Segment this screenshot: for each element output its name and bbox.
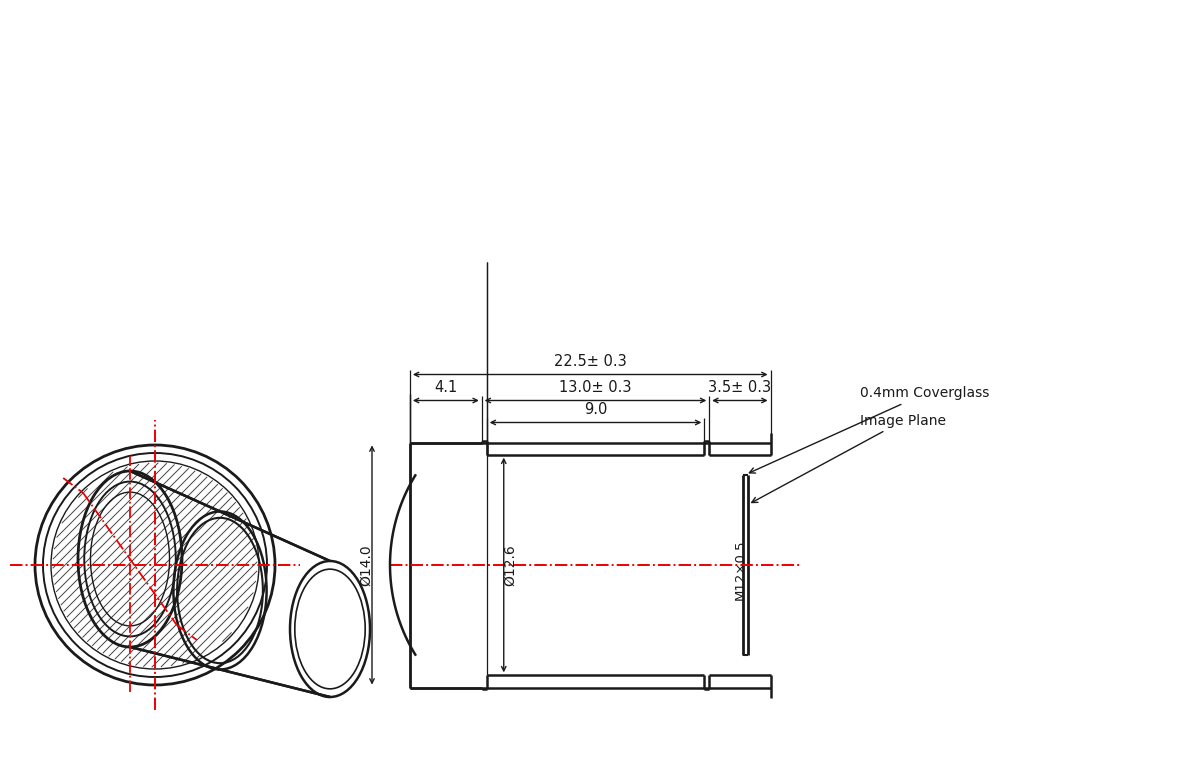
Text: 3.5± 0.3: 3.5± 0.3 bbox=[708, 380, 772, 396]
Text: 22.5± 0.3: 22.5± 0.3 bbox=[554, 354, 626, 370]
Text: 9.0: 9.0 bbox=[584, 403, 607, 417]
Text: Image Plane: Image Plane bbox=[751, 413, 947, 503]
Text: Ø12.6: Ø12.6 bbox=[503, 544, 517, 586]
Text: 0.4mm Coverglass: 0.4mm Coverglass bbox=[749, 387, 990, 473]
Text: 4.1: 4.1 bbox=[434, 380, 457, 396]
Text: Ø14.0: Ø14.0 bbox=[359, 544, 373, 586]
Text: 13.0± 0.3: 13.0± 0.3 bbox=[559, 380, 631, 396]
Text: M12×0.5: M12×0.5 bbox=[733, 539, 746, 601]
